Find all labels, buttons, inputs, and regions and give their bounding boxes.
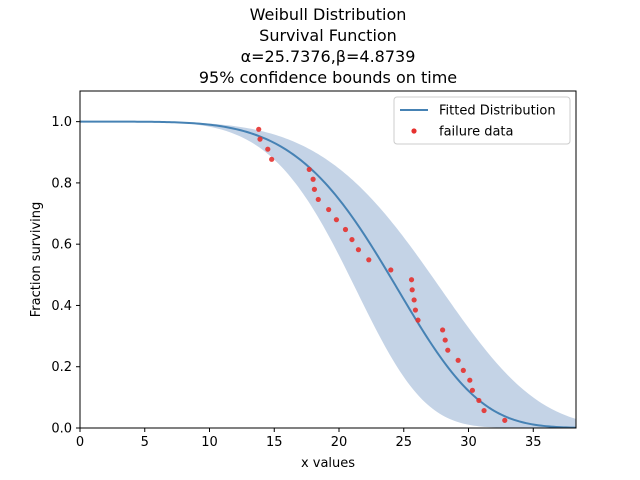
y-tick-label: 0.8 bbox=[51, 176, 72, 191]
failure-data-point bbox=[265, 146, 271, 152]
failure-data-point bbox=[469, 387, 475, 393]
failure-data-point bbox=[476, 397, 482, 404]
fitted-distribution-line bbox=[80, 120, 576, 428]
y-tick-label: 0.0 bbox=[51, 422, 72, 437]
x-tick-label: 0 bbox=[76, 435, 84, 450]
x-tick-label: 25 bbox=[395, 435, 412, 450]
failure-data-point bbox=[311, 186, 317, 192]
failure-data-point bbox=[366, 257, 372, 263]
y-tick-label: 0.4 bbox=[51, 299, 72, 314]
failure-data-point bbox=[442, 337, 448, 343]
failure-data-point bbox=[440, 327, 446, 333]
failure-data-point bbox=[256, 126, 262, 132]
legend: Fitted Distribution failure data bbox=[393, 96, 571, 145]
x-tick-label: 5 bbox=[141, 435, 149, 450]
y-tick-label: 0.6 bbox=[51, 238, 72, 253]
chart-title-line-1: Weibull Distribution bbox=[249, 5, 407, 24]
legend-box bbox=[393, 96, 571, 145]
y-axis-label: Fraction surviving bbox=[29, 202, 44, 317]
chart-title-line-4: 95% confidence bounds on time bbox=[198, 68, 458, 87]
failure-data-point bbox=[455, 357, 461, 363]
failure-data-point bbox=[306, 166, 312, 173]
chart-title-line-2: Survival Function bbox=[259, 26, 397, 45]
failure-data-point bbox=[460, 367, 466, 373]
legend-label-fitted: Fitted Distribution bbox=[439, 104, 556, 119]
failure-data-point bbox=[411, 297, 417, 303]
failure-data-point bbox=[481, 407, 487, 414]
legend-label-failure: failure data bbox=[439, 125, 513, 140]
failure-data-point bbox=[333, 217, 340, 223]
x-axis-label: x values bbox=[301, 456, 355, 471]
y-tick-label: 0.2 bbox=[51, 360, 72, 375]
x-tick-label: 15 bbox=[266, 435, 283, 450]
failure-data-point bbox=[502, 417, 508, 423]
failure-data-point bbox=[415, 317, 421, 323]
x-tick-label: 35 bbox=[525, 435, 542, 450]
x-tick-label: 30 bbox=[460, 435, 477, 450]
plot-frame bbox=[79, 90, 577, 429]
y-tick-label: 1.0 bbox=[51, 115, 72, 130]
chart-title-line-3: α=25.7376,β=4.8739 bbox=[240, 47, 416, 66]
failure-data-point bbox=[388, 267, 394, 273]
failure-data-point bbox=[310, 176, 316, 182]
failure-data-point bbox=[408, 277, 415, 283]
failure-data-point bbox=[355, 247, 362, 253]
confidence-band bbox=[80, 121, 576, 428]
failure-data-point bbox=[467, 377, 473, 383]
failure-data-point bbox=[315, 196, 321, 203]
failure-data-point bbox=[409, 287, 415, 293]
failure-data-point bbox=[342, 226, 349, 233]
x-tick-label: 20 bbox=[331, 435, 348, 450]
legend-dot-swatch bbox=[411, 128, 417, 134]
x-tick-label: 10 bbox=[201, 435, 218, 450]
failure-data-point bbox=[349, 236, 355, 243]
failure-data-point bbox=[412, 307, 419, 313]
failure-data-point bbox=[326, 206, 332, 213]
chart-title: Weibull Distribution Survival Function α… bbox=[0, 4, 640, 88]
failure-data-point bbox=[445, 347, 451, 353]
failure-data-point bbox=[257, 136, 263, 142]
failure-data-point bbox=[269, 156, 275, 162]
